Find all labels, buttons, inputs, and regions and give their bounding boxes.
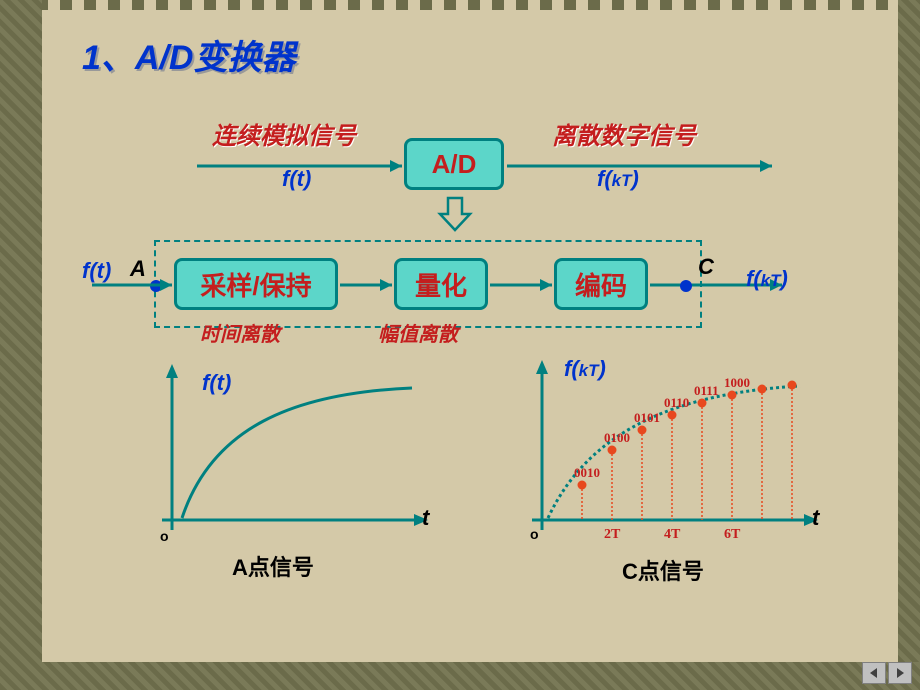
slide-title: 1、A/D变换器 <box>82 30 295 79</box>
chart-c: 0010010001010110011110002T4T6T f(kT) t o… <box>512 360 842 590</box>
border-left <box>0 0 42 690</box>
label-point-c: C <box>698 254 714 280</box>
label-digital: 离散数字信号 <box>552 116 696 151</box>
border-bottom <box>0 662 920 690</box>
svg-text:2T: 2T <box>604 527 621 542</box>
chart-c-origin: o <box>530 526 539 542</box>
svg-text:1000: 1000 <box>724 375 750 390</box>
svg-text:4T: 4T <box>664 527 681 542</box>
label-analog: 连续模拟信号 <box>212 116 356 151</box>
slide-content: 1、A/D变换器 连续模拟信号 f(t) A/D 离散数字信号 f(kT) f(… <box>42 0 898 652</box>
nav-prev-button[interactable] <box>862 662 886 684</box>
svg-text:6T: 6T <box>724 527 741 542</box>
svg-text:0111: 0111 <box>694 383 719 398</box>
border-right <box>898 0 920 690</box>
svg-text:0101: 0101 <box>634 410 660 425</box>
label-fkt-out: f(kT) <box>746 266 788 292</box>
chart-c-svg: 0010 0100 0101 0110 0111 1000 2T 4T 6T <box>512 360 832 560</box>
chart-a: f(t) t o A点信号 <box>142 360 442 590</box>
sub-label-amp: 幅值离散 <box>378 318 458 347</box>
nav-next-button[interactable] <box>888 662 912 684</box>
proc-box-sample: 采样/保持 <box>174 258 338 310</box>
ad-box-text: A/D <box>432 149 477 180</box>
proc-box-encode: 编码 <box>554 258 648 310</box>
top-flow: 连续模拟信号 f(t) A/D 离散数字信号 f(kT) <box>152 118 858 198</box>
chart-c-xlabel: t <box>812 505 819 531</box>
nav-prev-icon <box>868 667 880 679</box>
sub-label-time: 时间离散 <box>200 318 280 347</box>
chart-c-ylabel: f(kT) <box>564 356 606 382</box>
nav-next-icon <box>894 667 906 679</box>
chart-a-svg <box>142 360 442 560</box>
proc-box-quantize: 量化 <box>394 258 488 310</box>
chart-a-xlabel: t <box>422 505 429 531</box>
down-arrow-icon <box>437 196 473 234</box>
chart-a-origin: o <box>160 528 169 544</box>
label-fkt-top: f(kT) <box>597 166 639 192</box>
chart-a-ylabel: f(t) <box>202 370 231 396</box>
chart-c-caption: C点信号 <box>622 554 704 586</box>
nav-buttons <box>862 662 912 684</box>
label-ft-top: f(t) <box>282 166 311 192</box>
ad-box: A/D <box>404 138 504 190</box>
svg-text:0110: 0110 <box>664 395 689 410</box>
svg-text:0010: 0010 <box>574 465 600 480</box>
chart-a-caption: A点信号 <box>232 550 314 582</box>
dot-c <box>680 280 692 292</box>
svg-text:0100: 0100 <box>604 430 630 445</box>
